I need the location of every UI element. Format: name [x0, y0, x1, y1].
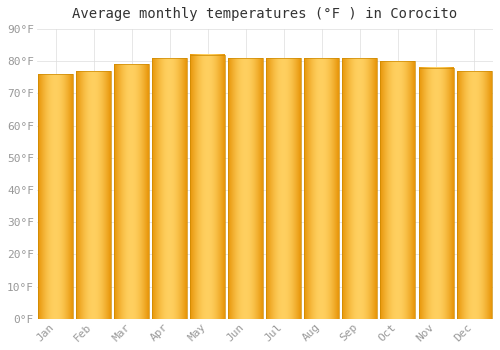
Bar	[190, 55, 226, 319]
Bar	[114, 64, 150, 319]
Bar	[266, 58, 302, 319]
Bar	[76, 71, 112, 319]
Bar	[418, 68, 454, 319]
Bar	[228, 58, 264, 319]
Bar	[342, 58, 378, 319]
Title: Average monthly temperatures (°F ) in Corocito: Average monthly temperatures (°F ) in Co…	[72, 7, 458, 21]
Bar	[38, 74, 73, 319]
Bar	[456, 71, 492, 319]
Bar	[304, 58, 340, 319]
Bar	[152, 58, 188, 319]
Bar	[380, 61, 416, 319]
